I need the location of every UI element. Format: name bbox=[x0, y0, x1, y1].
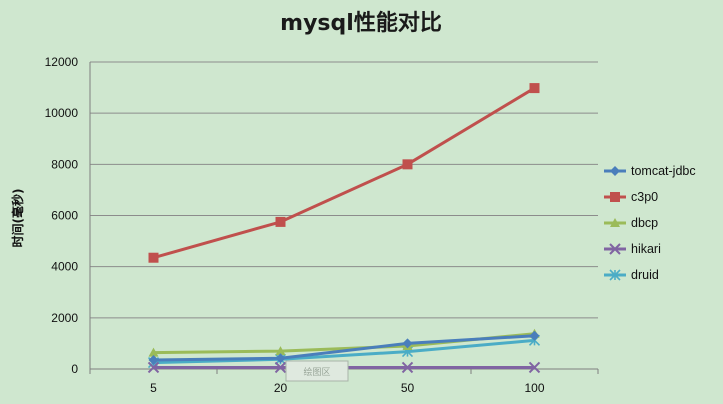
data-point bbox=[402, 159, 413, 170]
data-point bbox=[148, 252, 159, 263]
gridlines bbox=[90, 61, 598, 319]
data-point bbox=[610, 192, 620, 202]
data-point bbox=[148, 355, 159, 366]
series-lines bbox=[147, 83, 541, 374]
axes: 0 2000 4000 6000 8000 10000 12000 5 20 50 100 bbox=[45, 55, 599, 395]
data-point bbox=[529, 83, 540, 94]
legend-item-c3p0: c3p0 bbox=[604, 190, 658, 204]
chart-title: mysql性能对比 bbox=[280, 10, 442, 36]
x-tick-label: 5 bbox=[150, 381, 157, 395]
data-point bbox=[275, 353, 286, 364]
series-line bbox=[153, 334, 535, 362]
watermark-text: 绘图区 bbox=[303, 366, 330, 378]
data-point bbox=[609, 243, 621, 255]
legend-label: hikari bbox=[631, 242, 661, 256]
y-tick-label: 12000 bbox=[45, 55, 79, 69]
x-tick-label: 20 bbox=[274, 381, 288, 395]
legend-label: c3p0 bbox=[631, 190, 658, 204]
plot-area-watermark: 绘图区 bbox=[285, 360, 349, 382]
legend-label: tomcat-jdbc bbox=[631, 164, 696, 178]
y-tick-label: 8000 bbox=[51, 157, 78, 171]
y-tick-label: 4000 bbox=[51, 260, 78, 274]
data-point bbox=[147, 361, 160, 374]
x-tick-label: 50 bbox=[401, 381, 415, 395]
legend-label: dbcp bbox=[631, 216, 658, 230]
data-point bbox=[275, 346, 286, 356]
series-line bbox=[153, 338, 535, 365]
y-tick-label: 2000 bbox=[51, 311, 78, 325]
series-c3p0 bbox=[148, 83, 540, 263]
data-point bbox=[401, 361, 414, 374]
series-dbcp bbox=[148, 328, 540, 357]
series-tomcat-jdbc bbox=[148, 330, 540, 366]
legend-item-druid: druid bbox=[604, 268, 659, 282]
data-point bbox=[274, 361, 287, 374]
y-tick-label: 0 bbox=[71, 362, 78, 376]
data-point bbox=[529, 330, 540, 341]
y-axis-label: 时间(毫秒) bbox=[10, 189, 25, 248]
data-point bbox=[148, 347, 159, 357]
data-point bbox=[528, 361, 541, 374]
legend-item-hikari: hikari bbox=[604, 242, 661, 256]
data-point bbox=[609, 269, 621, 281]
data-point bbox=[402, 338, 413, 349]
legend-label: druid bbox=[631, 268, 659, 282]
watermark-box bbox=[285, 360, 349, 382]
data-point bbox=[275, 216, 286, 227]
data-point bbox=[610, 166, 620, 176]
data-point bbox=[610, 218, 620, 227]
legend-item-dbcp: dbcp bbox=[604, 216, 658, 230]
y-tick-label: 6000 bbox=[51, 209, 78, 223]
y-tick-label: 10000 bbox=[45, 106, 79, 120]
series-line bbox=[153, 86, 536, 260]
legend-item-tomcat-jdbc: tomcat-jdbc bbox=[604, 164, 696, 178]
legend: tomcat-jdbc c3p0 dbcp hikari druid bbox=[604, 164, 696, 282]
x-tick-label: 100 bbox=[524, 381, 544, 395]
